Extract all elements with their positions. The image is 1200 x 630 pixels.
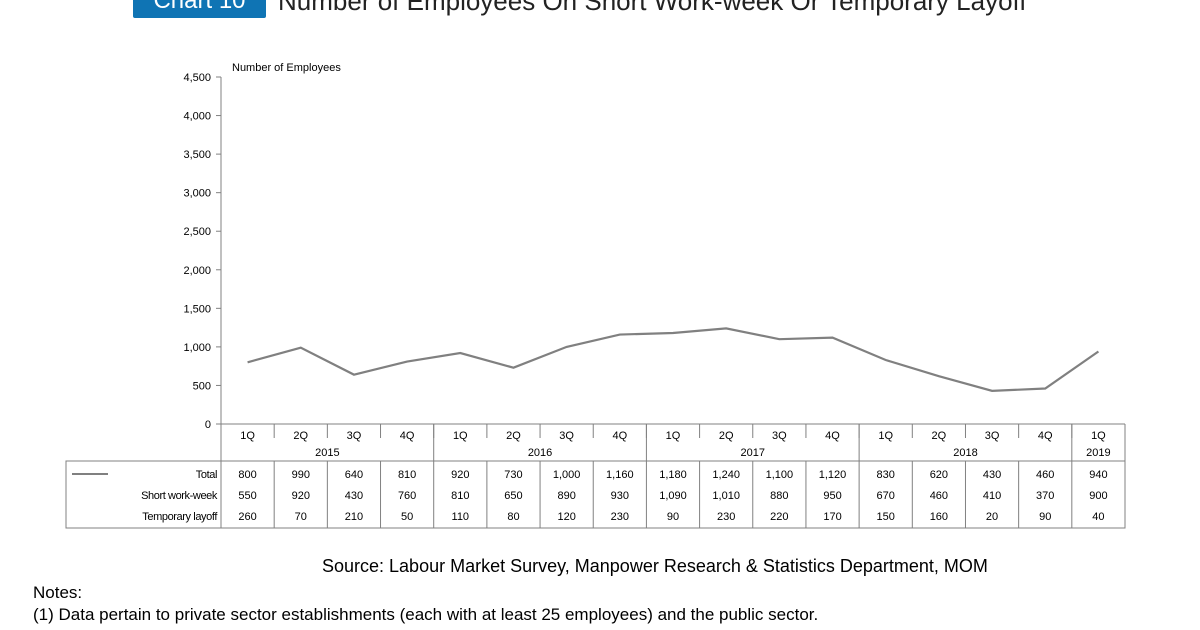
data-label: 430 — [983, 469, 1001, 481]
data-label: 110 — [452, 511, 470, 523]
data-label: 810 — [398, 469, 416, 481]
quarter-label: 1Q — [240, 430, 255, 442]
y-axis-title: Number of Employees — [232, 62, 341, 74]
note-1: (1) Data pertain to private sector estab… — [33, 605, 819, 624]
data-label: 70 — [295, 511, 307, 523]
data-label: 760 — [398, 490, 416, 502]
data-label: 170 — [823, 511, 841, 523]
quarter-label: 3Q — [347, 430, 362, 442]
data-label: 800 — [238, 469, 256, 481]
notes-heading: Notes: — [33, 583, 83, 602]
y-tick-label: 1,000 — [183, 342, 211, 354]
data-label: 810 — [451, 490, 469, 502]
y-tick-label: 3,500 — [183, 149, 211, 161]
data-label: 950 — [823, 490, 841, 502]
chart-title: Number of Employees On Short Work-week O… — [278, 0, 1027, 16]
quarter-label: 2Q — [932, 430, 947, 442]
data-label: 220 — [770, 511, 788, 523]
row-label: Temporary layoff — [142, 511, 218, 523]
quarter-label: 1Q — [666, 430, 681, 442]
data-label: 1,240 — [712, 469, 740, 481]
data-label: 150 — [877, 511, 895, 523]
data-label: 230 — [611, 511, 629, 523]
data-label: 230 — [717, 511, 735, 523]
data-label: 1,180 — [659, 469, 687, 481]
data-label: 20 — [986, 511, 998, 523]
y-tick-label: 1,500 — [183, 303, 211, 315]
y-tick-label: 0 — [205, 419, 211, 431]
y-tick-label: 500 — [193, 380, 211, 392]
quarter-label: 2Q — [293, 430, 308, 442]
y-tick-label: 3,000 — [183, 188, 211, 200]
y-tick-label: 2,000 — [183, 265, 211, 277]
data-table-border — [65, 460, 1126, 529]
data-label: 640 — [345, 469, 363, 481]
quarter-label: 1Q — [878, 430, 893, 442]
data-label: 900 — [1089, 490, 1107, 502]
data-label: 410 — [983, 490, 1001, 502]
quarter-label: 1Q — [1091, 430, 1106, 442]
quarter-label: 4Q — [612, 430, 627, 442]
y-tick-label: 4,000 — [183, 111, 211, 123]
year-label: 2018 — [953, 447, 977, 459]
data-label: 930 — [611, 490, 629, 502]
quarter-label: 2Q — [506, 430, 521, 442]
data-label: 430 — [345, 490, 363, 502]
data-label: 40 — [1092, 511, 1104, 523]
data-label: 260 — [238, 511, 256, 523]
data-label: 670 — [877, 490, 895, 502]
data-label: 830 — [877, 469, 895, 481]
data-label: 1,160 — [606, 469, 634, 481]
data-label: 880 — [770, 490, 788, 502]
data-label: 1,090 — [659, 490, 687, 502]
data-label: 460 — [1036, 469, 1054, 481]
data-label: 210 — [345, 511, 363, 523]
y-tick-label: 4,500 — [183, 72, 211, 84]
quarter-label: 3Q — [559, 430, 574, 442]
data-label: 920 — [451, 469, 469, 481]
year-label: 2016 — [528, 447, 552, 459]
year-label: 2015 — [315, 447, 339, 459]
data-label: 460 — [930, 490, 948, 502]
row-label: Short work-week — [141, 490, 218, 502]
quarter-label: 4Q — [1038, 430, 1053, 442]
data-label: 730 — [504, 469, 522, 481]
quarter-label: 2Q — [719, 430, 734, 442]
source-text: Source: Labour Market Survey, Manpower R… — [322, 556, 988, 576]
y-tick-label: 2,500 — [183, 226, 211, 238]
data-label: 90 — [1039, 511, 1051, 523]
data-label: 890 — [557, 490, 575, 502]
data-label: 80 — [507, 511, 519, 523]
quarter-label: 3Q — [772, 430, 787, 442]
data-label: 1,000 — [553, 469, 581, 481]
data-label: 1,010 — [712, 490, 740, 502]
row-label: Total — [196, 469, 217, 481]
quarter-label: 4Q — [400, 430, 415, 442]
data-label: 990 — [292, 469, 310, 481]
data-label: 1,120 — [819, 469, 847, 481]
data-label: 1,100 — [766, 469, 794, 481]
data-label: 50 — [401, 511, 413, 523]
series-line-total — [247, 327, 1100, 392]
data-label: 160 — [930, 511, 948, 523]
data-label: 940 — [1089, 469, 1107, 481]
data-label: 920 — [292, 490, 310, 502]
quarter-label: 3Q — [985, 430, 1000, 442]
chart-number-badge: Chart 10 — [133, 0, 266, 18]
year-label: 2019 — [1086, 447, 1110, 459]
data-label: 90 — [667, 511, 679, 523]
quarter-label: 1Q — [453, 430, 468, 442]
data-label: 650 — [504, 490, 522, 502]
data-label: 370 — [1036, 490, 1054, 502]
data-label: 620 — [930, 469, 948, 481]
year-label: 2017 — [741, 447, 765, 459]
quarter-label: 4Q — [825, 430, 840, 442]
data-label: 120 — [557, 511, 575, 523]
data-label: 550 — [238, 490, 256, 502]
